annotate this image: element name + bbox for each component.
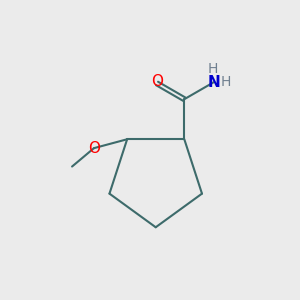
- Text: H: H: [207, 62, 218, 76]
- Text: N: N: [208, 74, 220, 89]
- Text: O: O: [151, 74, 163, 89]
- Text: H: H: [221, 75, 231, 89]
- Text: O: O: [88, 141, 100, 156]
